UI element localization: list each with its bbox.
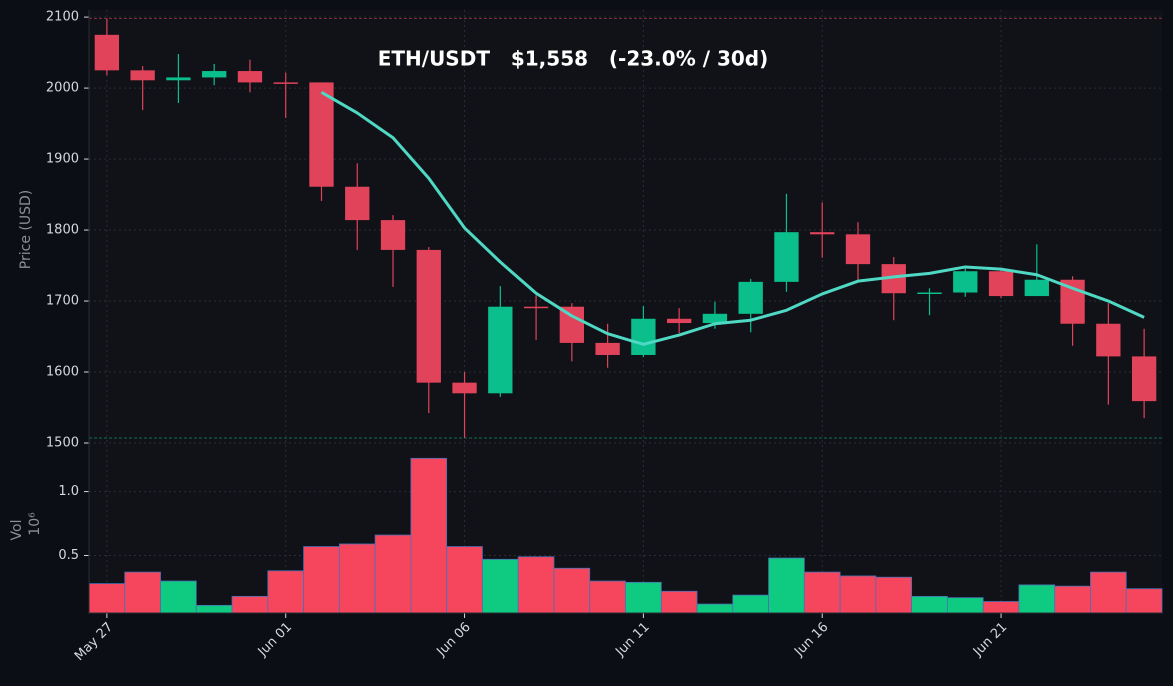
volume-bar xyxy=(303,546,340,614)
volume-bar xyxy=(947,597,984,614)
candle-body xyxy=(988,271,1014,297)
volume-bar xyxy=(768,557,805,614)
y-axis-label: Vol xyxy=(9,520,25,541)
volume-bar xyxy=(195,604,233,614)
y-tick-label: 2000 xyxy=(46,81,79,96)
volume-bar xyxy=(732,594,769,614)
volume-bar xyxy=(446,546,483,614)
volume-bar xyxy=(1018,584,1056,614)
candle-body xyxy=(94,34,120,71)
candle-body xyxy=(523,306,549,309)
volume-bar xyxy=(231,595,269,614)
candle-body xyxy=(345,186,370,221)
y-axis-scale-label: 10⁶ xyxy=(27,512,43,536)
candle-body xyxy=(917,292,942,295)
volume-bar xyxy=(803,571,841,614)
volume-bar xyxy=(517,556,555,614)
volume-bar xyxy=(875,576,913,614)
candle-body xyxy=(202,71,227,78)
candle-body xyxy=(845,234,871,265)
candle-body xyxy=(631,318,656,355)
plot-area xyxy=(89,10,1162,613)
volume-bar xyxy=(696,603,734,614)
candle-body xyxy=(774,232,799,282)
volume-bar xyxy=(1125,588,1163,614)
candle-body xyxy=(1024,279,1049,297)
candle-body xyxy=(130,70,155,81)
volume-bar xyxy=(160,580,197,614)
x-tick-label: Jun 06 xyxy=(434,620,474,660)
candle-body xyxy=(810,232,835,235)
candle-body xyxy=(273,82,298,84)
moving-average-line xyxy=(320,91,1145,346)
y-tick-label: 1600 xyxy=(46,365,79,380)
candle-body xyxy=(738,281,763,314)
volume-bar xyxy=(1054,585,1091,614)
volume-bar xyxy=(88,583,126,614)
volume-bar xyxy=(410,457,448,614)
volume-bar xyxy=(124,571,161,614)
y-tick-label: 1500 xyxy=(46,436,79,451)
x-tick-label: Jun 21 xyxy=(970,620,1010,660)
candle-body xyxy=(1131,356,1157,402)
candle-body xyxy=(1096,323,1121,357)
chart-title: ETH/USDT $1,558 (-23.0% / 30d) xyxy=(378,47,769,71)
candle-body xyxy=(380,220,406,250)
volume-bar xyxy=(267,570,305,614)
x-tick-label: Jun 01 xyxy=(255,620,295,660)
y-tick-label: 1700 xyxy=(46,294,79,309)
volume-bar xyxy=(982,601,1020,614)
y-tick-label: 0.5 xyxy=(58,548,79,563)
y-tick-label: 1.0 xyxy=(58,484,79,499)
volume-bar xyxy=(625,581,662,614)
volume-bar xyxy=(1090,571,1127,614)
volume-bar xyxy=(839,575,877,614)
volume-bar xyxy=(911,595,948,614)
candle-body xyxy=(166,77,191,81)
candle-body xyxy=(666,318,692,324)
x-tick-label: Jun 11 xyxy=(612,620,652,660)
candle-body xyxy=(416,249,441,383)
x-tick-label: Jun 16 xyxy=(791,620,831,660)
candle-body xyxy=(488,306,513,394)
y-tick-label: 1900 xyxy=(46,152,79,167)
volume-bar xyxy=(553,567,591,614)
y-axis-label: Price (USD) xyxy=(18,190,34,269)
candle-body xyxy=(953,271,978,293)
candle-body xyxy=(559,306,585,343)
volume-bar xyxy=(482,558,519,614)
candle-body xyxy=(702,313,728,324)
volume-bar xyxy=(338,543,376,614)
y-tick-label: 1800 xyxy=(46,223,79,238)
y-tick-label: 2100 xyxy=(46,10,79,25)
candle-body xyxy=(309,82,334,187)
volume-bar xyxy=(589,580,626,614)
candle-body xyxy=(237,71,263,83)
candle-body xyxy=(595,342,620,355)
volume-bar xyxy=(374,534,412,614)
volume-bar xyxy=(660,590,698,614)
x-tick-label: May 27 xyxy=(72,620,116,664)
candle-body xyxy=(452,382,477,394)
